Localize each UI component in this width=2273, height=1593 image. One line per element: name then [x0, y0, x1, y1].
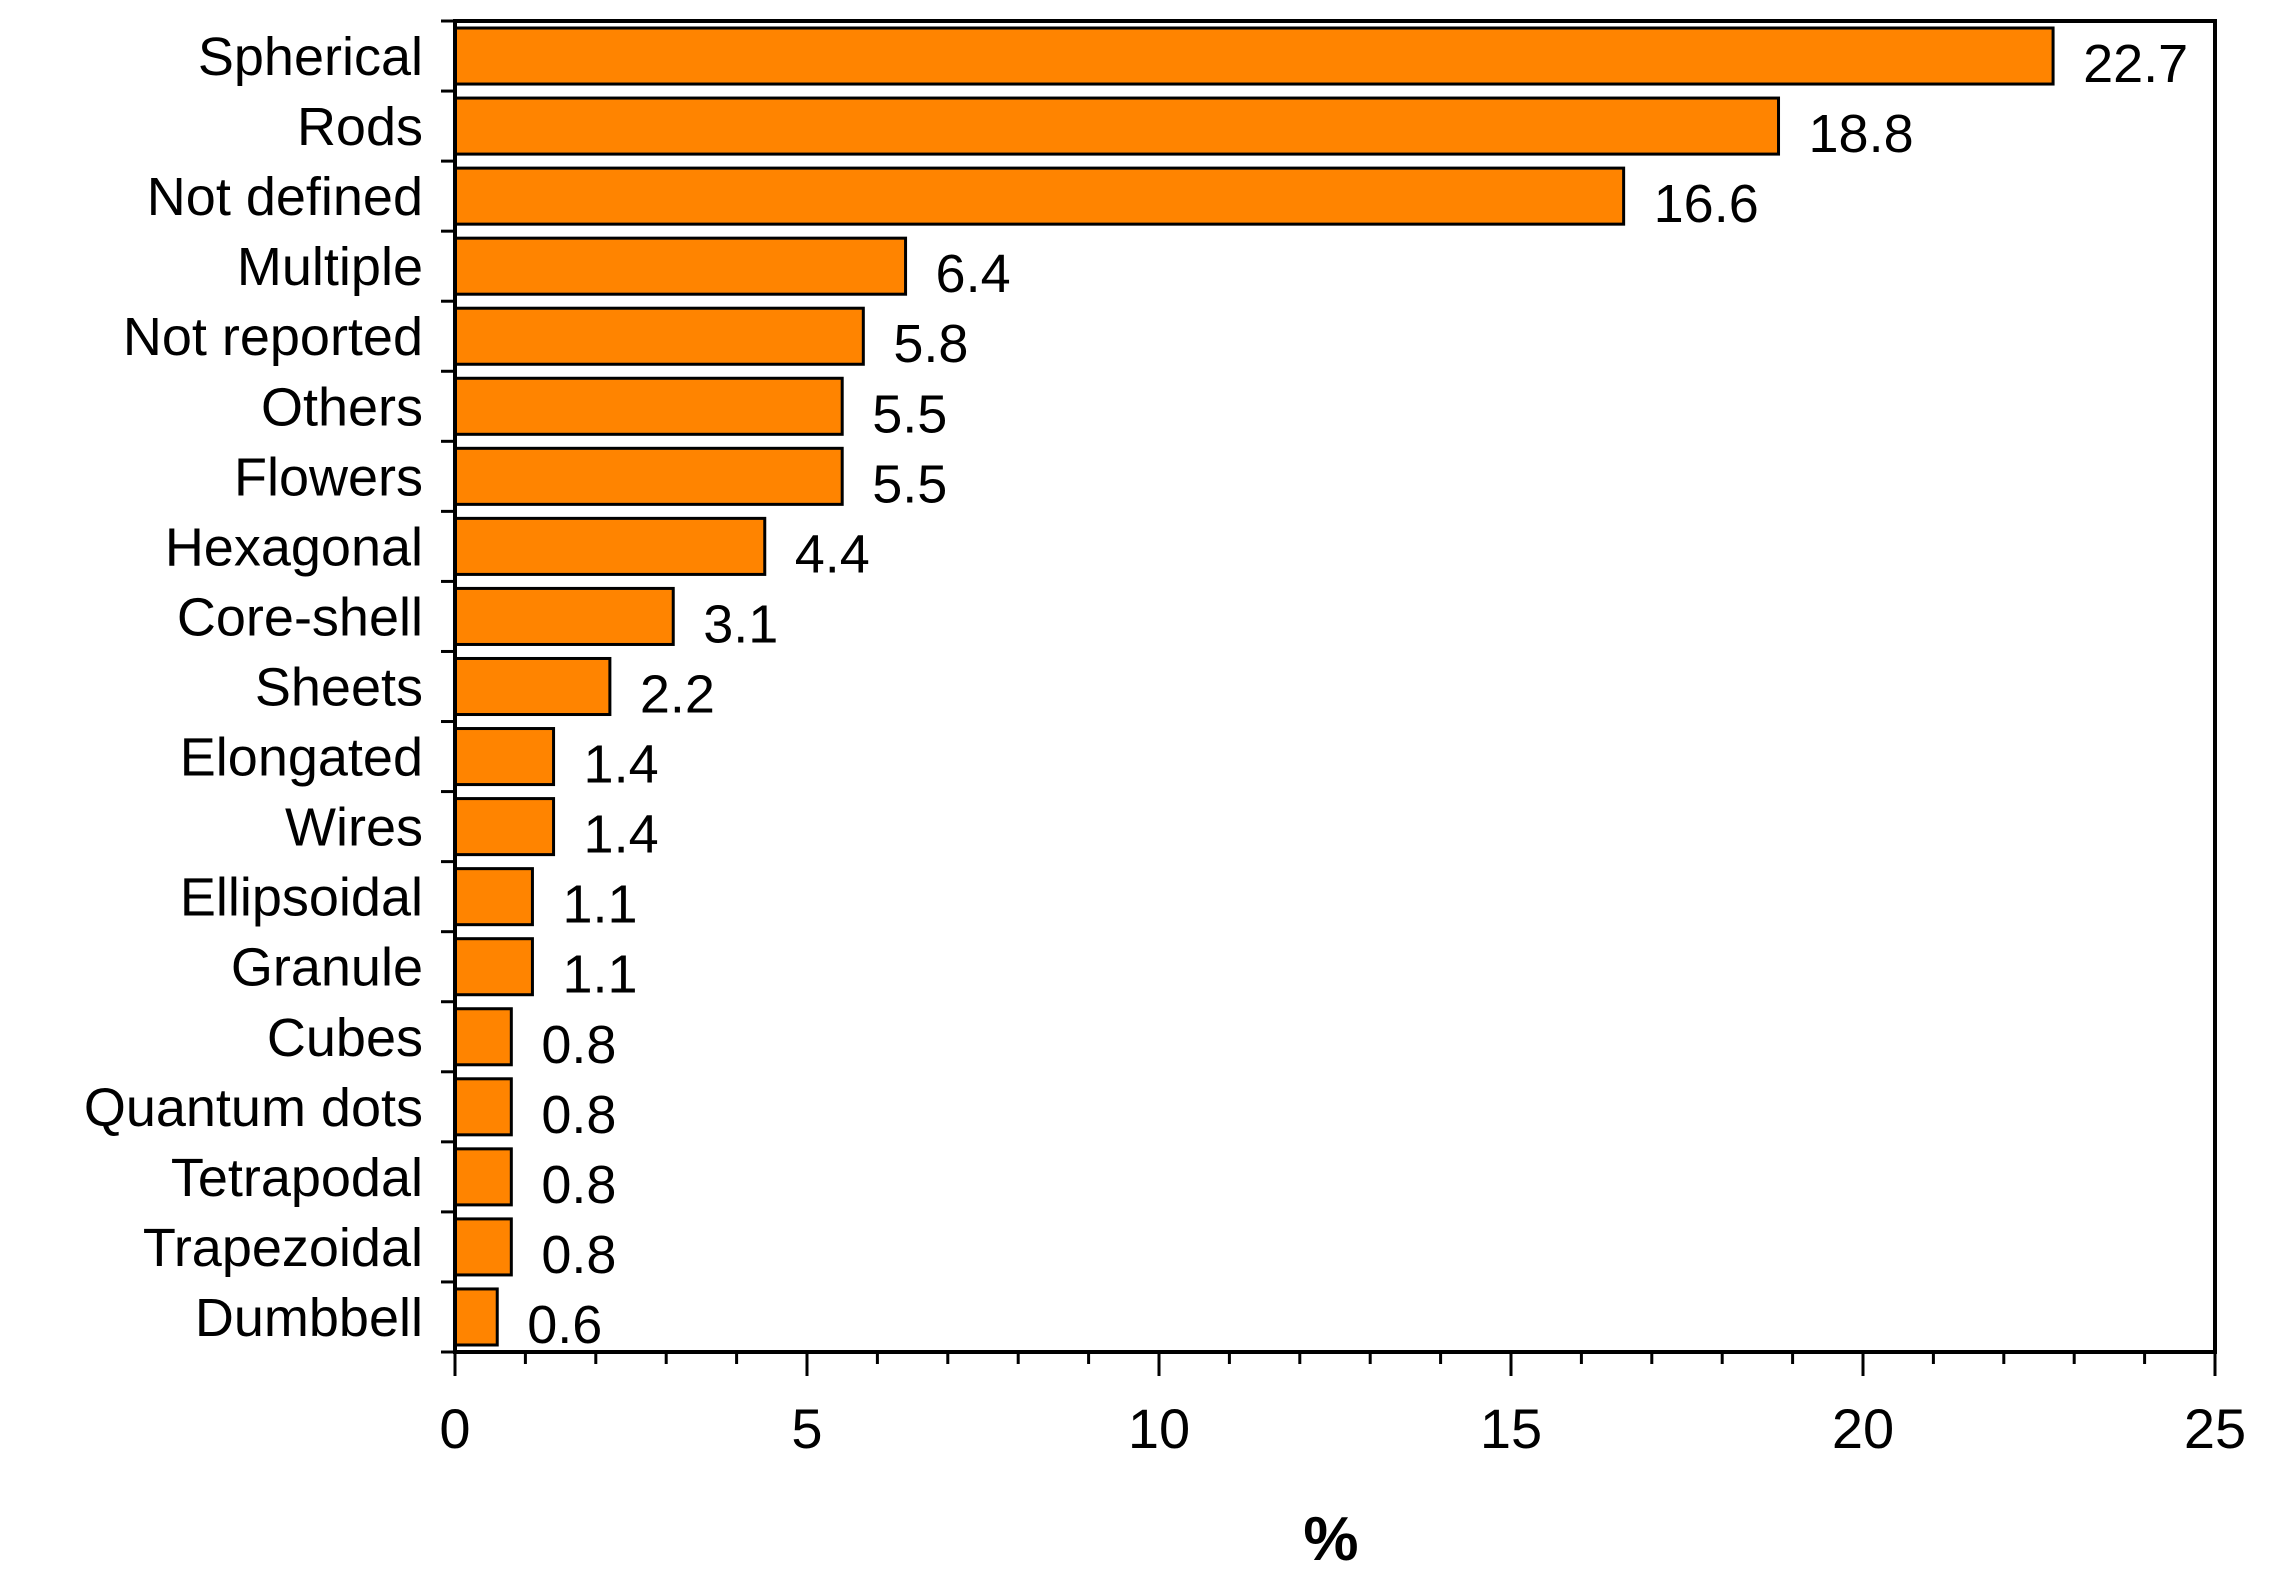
- category-label: Granule: [231, 938, 423, 998]
- value-label: 18.8: [1809, 104, 1914, 164]
- value-label: 0.8: [541, 1085, 616, 1145]
- value-label: 1.1: [562, 945, 637, 1005]
- x-tick-label: 25: [2184, 1397, 2246, 1460]
- bar-trapezoidal: [453, 1217, 513, 1277]
- x-axis-title: %: [1303, 1505, 1358, 1574]
- bar-sheets: [453, 656, 612, 717]
- bar-tetrapodal: [453, 1147, 513, 1207]
- bar-spherical: [453, 26, 2055, 86]
- category-label: Dumbbell: [195, 1288, 423, 1348]
- category-label: Trapezoidal: [143, 1218, 423, 1278]
- value-label: 0.8: [541, 1155, 616, 1215]
- category-label: Ellipsoidal: [180, 868, 423, 928]
- value-label: 0.8: [541, 1015, 616, 1075]
- value-label: 5.5: [872, 454, 947, 514]
- category-label: Spherical: [198, 27, 423, 87]
- bar-multiple: [453, 236, 908, 296]
- bar-not-reported: [453, 306, 865, 366]
- value-label: 4.4: [795, 524, 870, 584]
- value-label: 16.6: [1654, 174, 1759, 234]
- category-label: Quantum dots: [84, 1078, 423, 1138]
- category-label: Hexagonal: [165, 517, 423, 577]
- category-label: Flowers: [234, 447, 423, 507]
- value-label: 5.5: [872, 384, 947, 444]
- x-tick-label: 0: [439, 1397, 470, 1460]
- category-label: Multiple: [237, 237, 423, 297]
- category-label: Cubes: [267, 1008, 423, 1068]
- axes: 0 5 10 15 20 25: [439, 19, 2246, 1460]
- bar-cubes: [453, 1007, 513, 1067]
- value-label: 6.4: [936, 244, 1011, 304]
- bar-elongated: [453, 727, 556, 787]
- value-label: 2.2: [640, 665, 715, 725]
- bar-ellipsoidal: [453, 867, 534, 927]
- bar-dumbbell: [453, 1287, 499, 1347]
- bar-core-shell: [453, 586, 675, 646]
- category-label: Elongated: [180, 728, 423, 788]
- bar-rods: [453, 96, 1781, 156]
- category-label: Rods: [297, 97, 423, 157]
- bars-layer: [453, 26, 2055, 1347]
- value-labels: 22.718.816.66.45.85.55.54.43.12.21.41.41…: [527, 34, 2188, 1355]
- category-label: Wires: [285, 798, 423, 858]
- bar-others: [453, 376, 844, 436]
- x-tick-label: 5: [791, 1397, 822, 1460]
- category-label: Not reported: [123, 307, 423, 367]
- category-label: Tetrapodal: [171, 1148, 423, 1208]
- bar-wires: [453, 797, 556, 857]
- bar-not-defined: [453, 166, 1626, 226]
- value-label: 0.6: [527, 1295, 602, 1355]
- x-tick-label: 15: [1480, 1397, 1542, 1460]
- category-label: Not defined: [147, 167, 423, 227]
- value-label: 3.1: [703, 594, 778, 654]
- bar-quantum-dots: [453, 1077, 513, 1137]
- category-label: Sheets: [255, 658, 423, 718]
- value-label: 0.8: [541, 1225, 616, 1285]
- bar-hexagonal: [453, 516, 767, 576]
- category-labels: Spherical Rods Not defined Multiple Not repo…: [84, 27, 423, 1348]
- x-tick-label: 20: [1832, 1397, 1894, 1460]
- bar-flowers: [453, 446, 844, 506]
- value-label: 5.8: [893, 314, 968, 374]
- plot-frame: [453, 19, 2217, 1354]
- value-label: 1.1: [562, 875, 637, 935]
- value-label: 1.4: [584, 805, 659, 865]
- x-tick-label: 10: [1128, 1397, 1190, 1460]
- value-label: 1.4: [584, 735, 659, 795]
- value-label: 22.7: [2083, 34, 2188, 94]
- bar-granule: [453, 937, 534, 997]
- category-label: Others: [261, 377, 423, 437]
- category-label: Core-shell: [177, 587, 423, 647]
